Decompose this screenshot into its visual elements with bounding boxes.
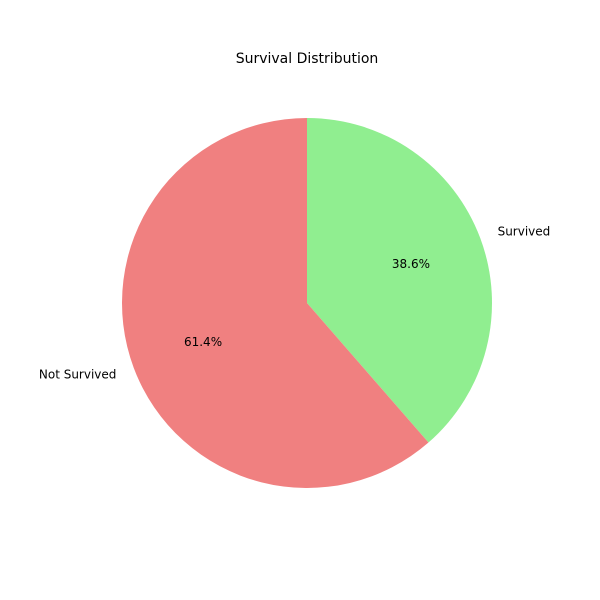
slice-label-not-survived: Not Survived	[39, 367, 117, 381]
pie-labels: 38.6% Survived 61.4% Not Survived	[39, 225, 550, 382]
pie-slices	[121, 118, 492, 489]
slice-label-survived: Survived	[498, 225, 551, 239]
chart-title: Survival Distribution	[236, 51, 379, 67]
pie-slice-survived	[307, 118, 492, 443]
pct-label-survived: 38.6%	[392, 257, 430, 271]
pie-slice-not-survived	[121, 118, 429, 489]
pct-label-not-survived: 61.4%	[184, 335, 222, 349]
